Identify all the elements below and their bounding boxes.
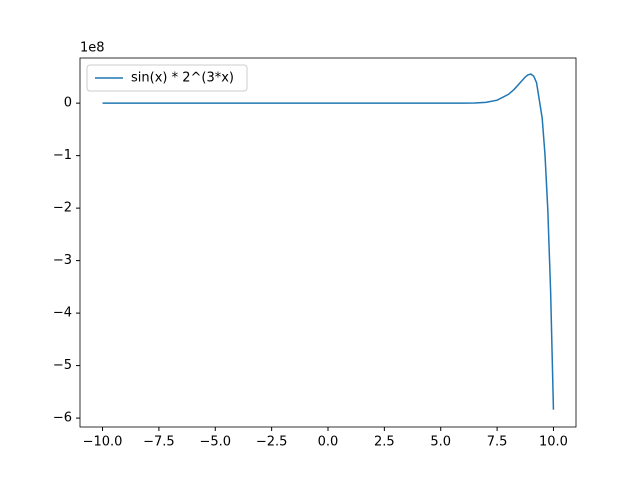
- x-tick-label: 10.0: [539, 435, 568, 450]
- y-tick-label: −2: [53, 201, 72, 216]
- plot-frame: [79, 57, 577, 428]
- x-tick-label: −7.5: [143, 435, 175, 450]
- x-tick-label: 7.5: [487, 435, 508, 450]
- x-tick-label: 5.0: [430, 435, 451, 450]
- y-tick-label: −3: [53, 253, 72, 268]
- y-tick-label: −6: [53, 411, 72, 426]
- y-tick-label: −4: [53, 306, 72, 321]
- x-tick-label: 0.0: [318, 435, 339, 450]
- y-offset-label: 1e8: [80, 41, 105, 56]
- x-tick-label: 2.5: [374, 435, 395, 450]
- x-tick-label: −10.0: [83, 435, 123, 450]
- y-tick-label: −1: [53, 148, 72, 163]
- line: [102, 73, 555, 410]
- legend-label: sin(x) * 2^(3*x): [131, 71, 234, 86]
- x-tick-label: −5.0: [199, 435, 231, 450]
- y-tick-label: 0: [64, 96, 72, 111]
- x-tick-label: −2.5: [256, 435, 288, 450]
- y-tick-label: −5: [53, 358, 72, 373]
- legend-box: [86, 64, 248, 92]
